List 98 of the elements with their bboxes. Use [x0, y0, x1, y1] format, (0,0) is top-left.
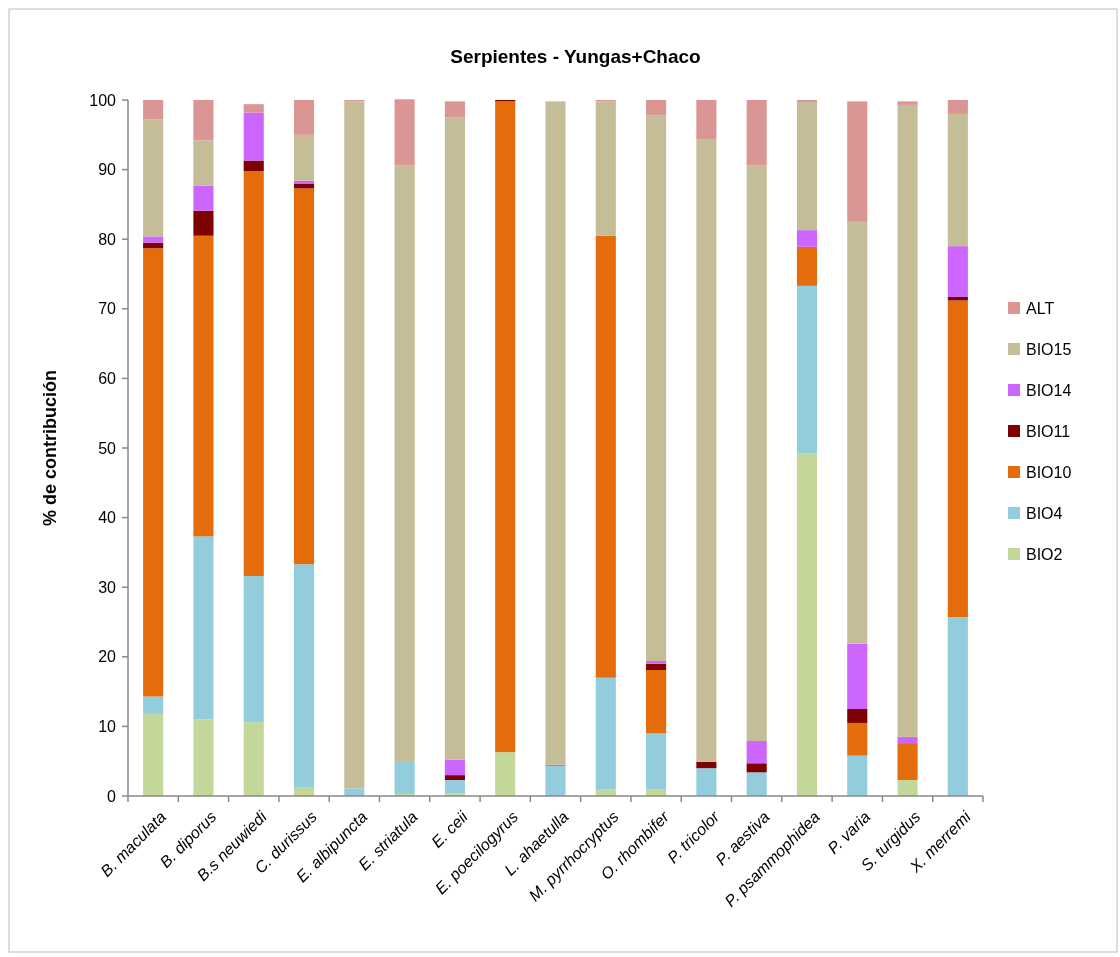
bar [595, 235, 616, 678]
bar [143, 713, 164, 796]
bar [746, 741, 767, 764]
legend-label: BIO11 [1026, 422, 1071, 440]
y-tick-label: 60 [98, 370, 117, 387]
bar [947, 617, 968, 796]
bar [444, 759, 465, 776]
bar [595, 677, 616, 790]
bar [545, 766, 566, 796]
bar [243, 160, 264, 171]
bar [796, 100, 818, 103]
bar [696, 138, 717, 762]
bar [243, 112, 264, 161]
bar [293, 134, 315, 181]
bar [394, 761, 415, 794]
y-tick-label: 100 [89, 91, 117, 109]
y-axis-title: % de contribución [40, 369, 60, 527]
bar [796, 230, 818, 247]
bar [746, 100, 767, 166]
bar [847, 755, 868, 796]
bar [897, 736, 918, 744]
bar [796, 246, 818, 286]
y-tick-label: 40 [98, 509, 117, 527]
bar [193, 140, 214, 186]
y-tick-label: 70 [98, 300, 117, 318]
bar [143, 236, 164, 243]
y-tick-label: 0 [107, 787, 117, 805]
bar [193, 210, 214, 236]
bar [143, 696, 164, 714]
bar [243, 722, 264, 796]
bar [646, 660, 667, 664]
bar [646, 115, 667, 661]
legend-label: BIO4 [1026, 504, 1063, 522]
bar [193, 719, 214, 796]
bar [394, 165, 415, 762]
legend-label: BIO15 [1026, 340, 1072, 358]
bar [847, 643, 868, 709]
bar [696, 761, 717, 769]
bar [646, 670, 667, 734]
bar [243, 170, 264, 577]
bar [796, 102, 818, 231]
bar [746, 772, 767, 796]
bar [646, 100, 667, 116]
bar [897, 743, 918, 780]
y-tick-label: 30 [98, 578, 117, 596]
legend-label: BIO14 [1026, 381, 1072, 399]
bar [947, 100, 968, 114]
bar [344, 101, 365, 789]
bar [193, 235, 214, 537]
bar [293, 100, 315, 135]
y-tick-label: 10 [98, 718, 117, 735]
bar [444, 779, 465, 794]
bar [444, 775, 465, 780]
bar [293, 188, 315, 565]
bar [847, 221, 868, 644]
bar [394, 99, 415, 166]
bar [897, 104, 918, 737]
legend-label: BIO2 [1026, 545, 1063, 563]
bar [243, 104, 264, 113]
bar [947, 300, 968, 618]
bar [193, 185, 214, 211]
bar [847, 709, 868, 723]
bar [444, 101, 465, 118]
bar [293, 180, 315, 184]
legend-label: BIO10 [1026, 463, 1072, 481]
bar [243, 576, 264, 723]
bar [646, 733, 667, 790]
y-tick-label: 50 [98, 439, 117, 457]
bar [344, 788, 365, 796]
y-tick-label: 20 [98, 648, 117, 666]
bar [193, 100, 214, 141]
bar [143, 100, 164, 120]
bar [143, 248, 164, 697]
y-tick-label: 80 [98, 230, 117, 248]
bar [897, 779, 918, 796]
bar [444, 117, 465, 760]
bar [796, 453, 818, 796]
bar [595, 101, 616, 236]
bar [947, 246, 968, 297]
chart-title: Serpientes - Yungas+Chaco [450, 46, 701, 67]
bar [847, 101, 868, 222]
bar [746, 165, 767, 742]
legend-label: ALT [1026, 299, 1055, 317]
bar [143, 119, 164, 237]
bar [495, 752, 516, 796]
bar [293, 564, 315, 787]
bar [796, 285, 818, 454]
bar [193, 536, 214, 720]
bar [646, 663, 667, 671]
bar [746, 763, 767, 773]
bar [947, 113, 968, 247]
bar [897, 101, 918, 105]
bar [847, 722, 868, 756]
bar [495, 101, 516, 753]
bar [696, 768, 717, 796]
y-tick-label: 90 [98, 161, 117, 179]
bar [696, 100, 717, 139]
bar [545, 101, 566, 765]
